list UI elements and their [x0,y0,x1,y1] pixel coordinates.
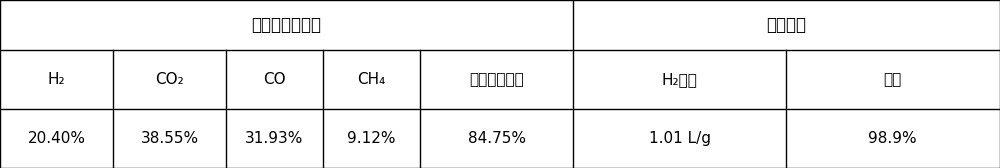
Text: 纯度: 纯度 [883,72,902,87]
Text: 1.01 L/g: 1.01 L/g [649,131,711,146]
Text: 9.12%: 9.12% [347,131,396,146]
Text: 制氢过程: 制氢过程 [767,16,806,34]
Text: 污泥碳转化率: 污泥碳转化率 [469,72,524,87]
Text: 化学链气化过程: 化学链气化过程 [252,16,322,34]
Text: 20.40%: 20.40% [28,131,86,146]
Text: CO: CO [263,72,286,87]
Text: CO₂: CO₂ [155,72,184,87]
Text: CH₄: CH₄ [357,72,386,87]
Text: 31.93%: 31.93% [245,131,304,146]
Text: 98.9%: 98.9% [868,131,917,146]
Text: 84.75%: 84.75% [468,131,526,146]
Text: H₂产率: H₂产率 [662,72,697,87]
Text: 38.55%: 38.55% [140,131,199,146]
Text: H₂: H₂ [48,72,65,87]
